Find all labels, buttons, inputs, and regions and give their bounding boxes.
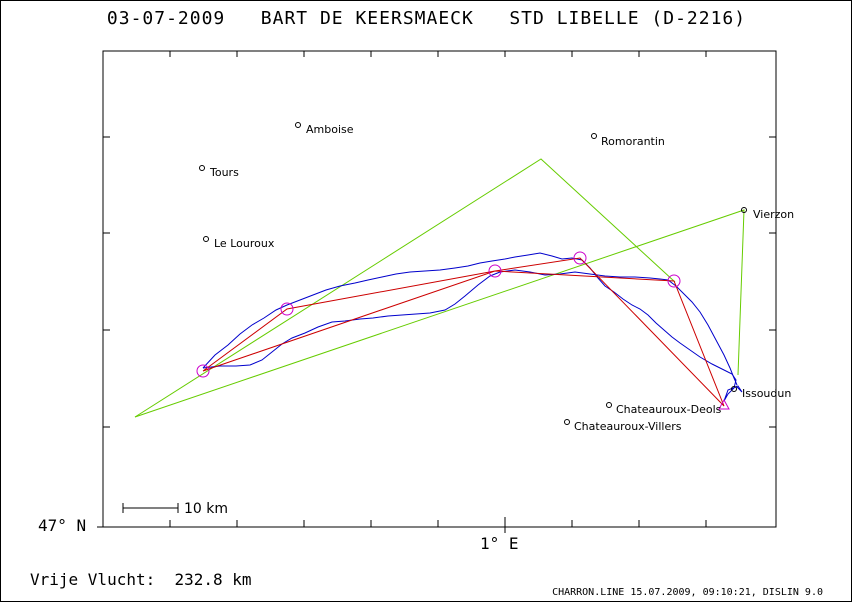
- place-label-chateauroux-deols: Chateauroux-Deols: [616, 403, 722, 416]
- place-label-romorantin: Romorantin: [601, 135, 665, 148]
- flight-track-outbound: [202, 252, 743, 402]
- longitude-label: 1° E: [480, 534, 519, 553]
- scale-bar: [122, 503, 179, 513]
- place-label-issoudun: Issoudun: [742, 387, 791, 400]
- place-marker-tours: [199, 165, 205, 171]
- place-label-amboise: Amboise: [306, 123, 354, 136]
- place-marker-issoudun: [731, 386, 737, 392]
- place-label-le-louroux: Le Louroux: [214, 237, 275, 250]
- turnpoints: [196, 251, 730, 410]
- place-marker-chateauroux-deols: [606, 402, 612, 408]
- turnpoint-4: [667, 274, 681, 288]
- latitude-label: 47° N: [38, 516, 86, 535]
- place-markers: [199, 122, 747, 425]
- triangle-line-south: [134, 209, 745, 418]
- page-title: 03-07-2009 BART DE KEERSMAECK STD LIBELL…: [106, 8, 747, 29]
- axis-ticks: [97, 51, 776, 533]
- distance-readout: Vrije Vlucht: 232.8 km: [30, 570, 252, 589]
- place-label-tours: Tours: [209, 166, 239, 179]
- place-marker-romorantin: [591, 133, 597, 139]
- place-label-vierzon: Vierzon: [753, 208, 794, 221]
- distance-value: 232.8 km: [174, 570, 252, 589]
- place-marker-le-louroux: [203, 236, 209, 242]
- triangle-line-north: [134, 158, 676, 418]
- place-marker-chateauroux-villers: [564, 419, 570, 425]
- place-label-chateauroux-villers: Chateauroux-Villers: [574, 420, 682, 433]
- place-marker-amboise: [295, 122, 301, 128]
- turnpoint-1: [280, 302, 294, 316]
- turnpoint-3: [573, 251, 587, 265]
- flight-track-return: [202, 269, 738, 386]
- turnpoint-start: [196, 364, 210, 378]
- place-marker-vierzon: [741, 207, 747, 213]
- turnpoint-2: [488, 264, 502, 278]
- task-legs: [202, 257, 725, 407]
- distance-label: Vrije Vlucht:: [30, 570, 156, 589]
- plot-border: [102, 50, 777, 528]
- footer-info: CHARRON.LINE 15.07.2009, 09:10:21, DISLI…: [552, 587, 823, 598]
- turnpoint-5: [718, 398, 730, 410]
- scale-bar-label: 10 km: [184, 501, 228, 517]
